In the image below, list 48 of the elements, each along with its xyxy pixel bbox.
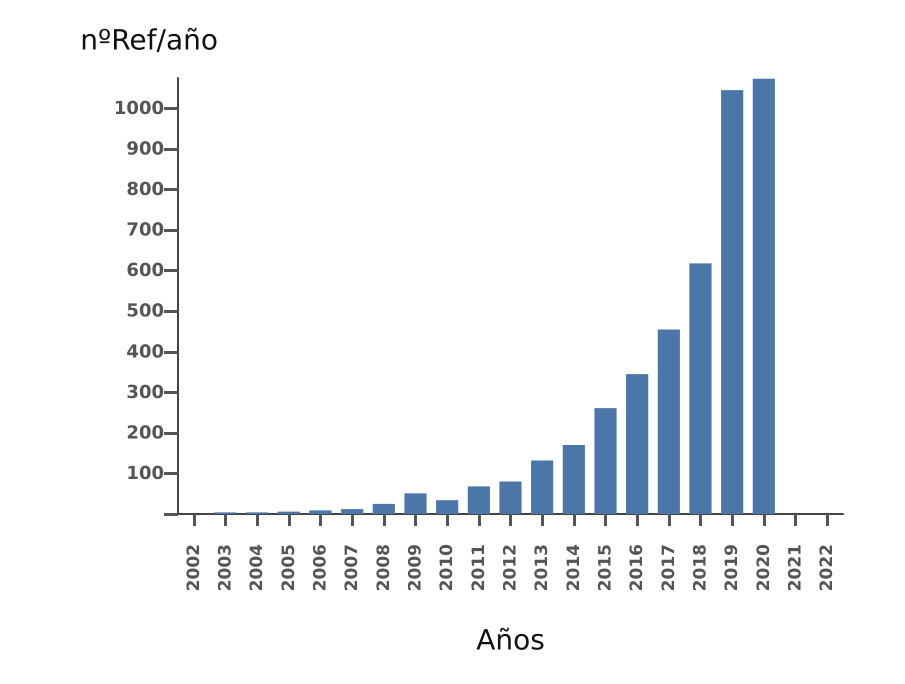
x-tick-label: 2017 (658, 544, 679, 592)
y-tick-label: 700 (126, 220, 164, 241)
y-tick-label: 300 (126, 382, 164, 403)
x-tick-label: 2016 (627, 544, 648, 592)
x-tick-label: 2006 (310, 544, 330, 592)
x-tick-label: 2008 (374, 544, 394, 592)
bar (562, 445, 585, 514)
bar (436, 500, 458, 514)
bar (309, 510, 332, 514)
bar (721, 90, 744, 514)
y-tick-label: 1000 (114, 98, 164, 119)
y-tick-label: 100 (126, 462, 164, 484)
x-tick-label: 2015 (596, 544, 616, 592)
x-tick-label: 2021 (786, 544, 806, 592)
x-tick-label: 2010 (437, 544, 458, 592)
x-tick-label: 2020 (754, 544, 774, 592)
y-tick-label: 600 (126, 260, 164, 282)
bar (531, 460, 554, 514)
x-tick-label: 2004 (247, 544, 268, 592)
bar (341, 509, 364, 514)
x-tick-label: 2003 (216, 544, 236, 592)
bar (626, 374, 648, 514)
x-axis-title: Años (476, 624, 545, 656)
x-tick-label: 2013 (532, 544, 552, 592)
x-tick-label: 2022 (817, 544, 838, 592)
y-tick-label: 400 (126, 341, 164, 362)
x-tick-label: 2012 (500, 544, 520, 592)
x-tick-label: 2014 (564, 544, 584, 592)
x-tick-label: 2002 (184, 544, 204, 592)
x-tick-label: 2019 (722, 544, 742, 592)
y-tick-label: 500 (126, 300, 164, 322)
x-tick-label: 2018 (690, 544, 710, 592)
bar (658, 329, 680, 514)
y-tick-label: 200 (126, 422, 164, 444)
x-tick-label: 2009 (406, 544, 426, 592)
bar (594, 408, 617, 514)
bar (689, 263, 712, 514)
x-tick-label: 2007 (342, 544, 362, 592)
bar (372, 504, 395, 514)
y-tick-label: 800 (126, 179, 164, 200)
x-tick-label: 2005 (278, 544, 299, 592)
bar (404, 493, 427, 514)
bar (499, 482, 522, 514)
bar (752, 78, 775, 514)
y-tick-label: 900 (126, 138, 164, 160)
bar (468, 486, 490, 514)
y-axis-title: nºRef/año (80, 24, 218, 56)
x-tick-label: 2011 (468, 544, 489, 592)
